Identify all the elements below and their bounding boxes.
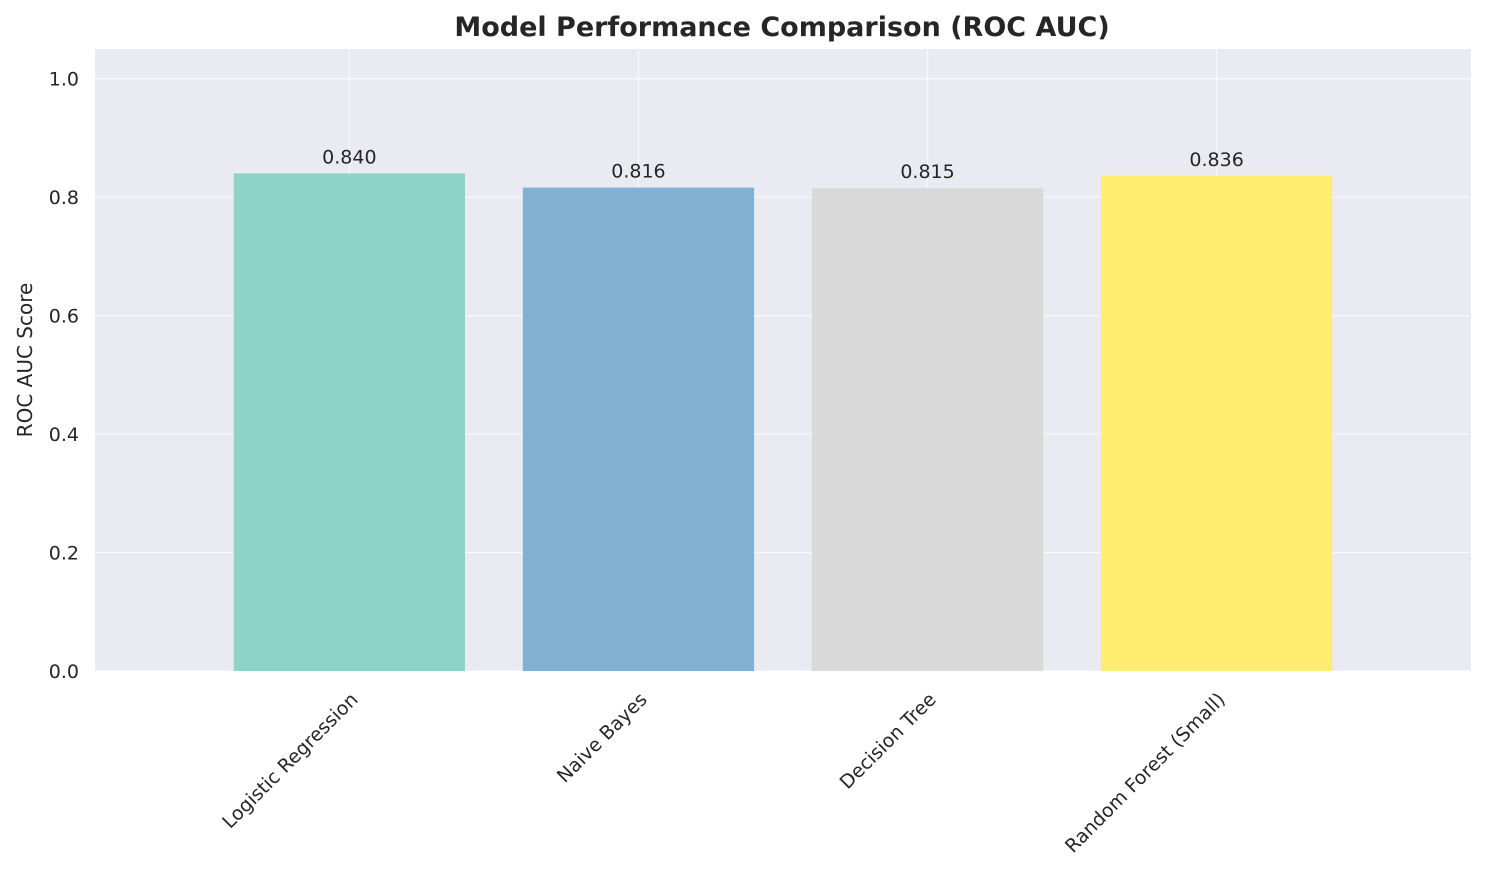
chart-title: Model Performance Comparison (ROC AUC) bbox=[454, 12, 1109, 43]
x-tick-label: Naive Bayes bbox=[553, 689, 652, 788]
bar-value-label: 0.815 bbox=[900, 161, 954, 183]
data-labels: 0.840 0.816 0.815 0.836 bbox=[322, 146, 1244, 183]
x-tick-label: Decision Tree bbox=[836, 689, 941, 794]
y-tick-label: 1.0 bbox=[49, 69, 79, 91]
x-tick-label: Random Forest (Small) bbox=[1061, 689, 1230, 858]
y-axis-label: ROC AUC Score bbox=[13, 283, 37, 438]
y-tick-label: 0.8 bbox=[49, 187, 79, 209]
y-axis-ticks: 0.0 0.2 0.4 0.6 0.8 1.0 bbox=[49, 69, 79, 683]
x-tick-label: Logistic Regression bbox=[218, 689, 362, 833]
bar bbox=[233, 173, 466, 671]
bar bbox=[811, 188, 1044, 671]
bar bbox=[1100, 175, 1333, 671]
y-tick-label: 0.2 bbox=[49, 543, 79, 565]
y-tick-label: 0.6 bbox=[49, 306, 79, 328]
y-tick-label: 0.0 bbox=[49, 661, 79, 683]
bars bbox=[233, 173, 1333, 672]
x-axis-ticks: Logistic Regression Naive Bayes Decision T… bbox=[218, 689, 1230, 858]
bar-value-label: 0.816 bbox=[611, 161, 665, 183]
bar bbox=[522, 187, 755, 672]
bar-value-label: 0.836 bbox=[1189, 149, 1243, 171]
y-tick-label: 0.4 bbox=[49, 424, 79, 446]
bar-value-label: 0.840 bbox=[322, 146, 376, 168]
